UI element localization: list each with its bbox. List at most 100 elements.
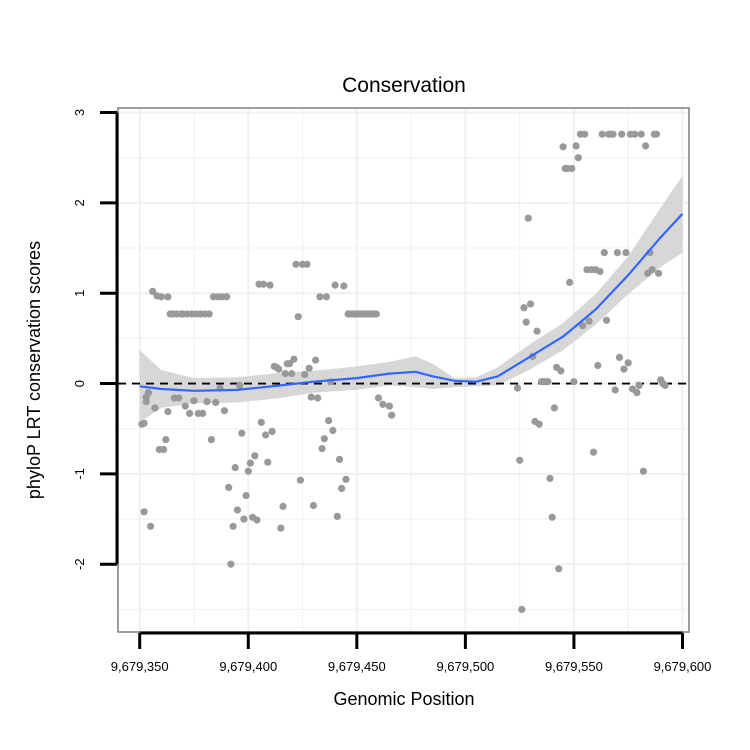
data-point xyxy=(229,522,237,530)
data-point xyxy=(598,130,606,138)
y-tick-label: -1 xyxy=(72,468,87,480)
data-point xyxy=(244,467,252,475)
data-point xyxy=(164,408,172,416)
data-point xyxy=(544,378,552,386)
data-point xyxy=(633,389,641,397)
y-axis-title: phyloP LRT conservation scores xyxy=(24,241,44,499)
data-point xyxy=(290,355,298,363)
data-point xyxy=(661,381,669,389)
smooth-line-group xyxy=(139,212,684,392)
data-point xyxy=(570,378,578,386)
y-tick-label: 1 xyxy=(72,290,87,297)
data-point xyxy=(550,404,559,412)
data-point xyxy=(526,300,535,308)
data-point xyxy=(637,130,645,138)
data-point xyxy=(335,455,344,463)
data-point xyxy=(516,456,524,464)
data-point xyxy=(602,316,611,324)
data-point xyxy=(307,393,315,401)
data-point xyxy=(522,318,530,326)
data-point xyxy=(635,381,643,389)
x-tick-label: 9,679,450 xyxy=(328,659,386,674)
data-point xyxy=(652,130,661,138)
data-point xyxy=(648,266,656,274)
data-point xyxy=(236,381,244,389)
data-point xyxy=(600,249,608,257)
data-point xyxy=(559,143,567,151)
data-point xyxy=(149,287,157,295)
data-point xyxy=(164,293,172,301)
data-point xyxy=(220,407,228,415)
data-point xyxy=(225,483,233,491)
data-point xyxy=(322,293,330,301)
data-point xyxy=(162,436,170,444)
data-point xyxy=(609,130,617,138)
data-point xyxy=(207,436,215,444)
smooth-line xyxy=(139,212,684,392)
data-point xyxy=(572,142,580,150)
data-point xyxy=(594,361,602,370)
data-point xyxy=(190,397,198,405)
data-point xyxy=(631,130,639,138)
data-point xyxy=(233,506,241,514)
data-point xyxy=(227,560,235,568)
data-point xyxy=(309,501,317,510)
data-point xyxy=(639,467,648,475)
data-point xyxy=(574,154,582,162)
data-point xyxy=(622,249,630,257)
data-point xyxy=(205,310,213,318)
data-point xyxy=(546,474,554,482)
data-point xyxy=(585,317,593,325)
data-point xyxy=(264,458,272,466)
data-point xyxy=(238,429,246,437)
data-point xyxy=(342,475,350,483)
data-point xyxy=(312,356,320,364)
data-point xyxy=(296,476,304,484)
data-point xyxy=(279,502,287,510)
data-point xyxy=(325,417,333,425)
data-point xyxy=(316,293,324,301)
x-tick-label: 9,679,400 xyxy=(219,659,277,674)
data-point xyxy=(535,420,543,428)
data-point xyxy=(533,327,541,335)
data-point xyxy=(555,565,563,573)
data-point xyxy=(251,452,259,460)
data-point xyxy=(259,280,268,288)
data-point xyxy=(140,419,148,427)
data-point xyxy=(240,515,248,523)
data-point xyxy=(566,278,574,286)
data-point xyxy=(175,394,183,402)
data-point xyxy=(340,282,348,290)
data-point xyxy=(266,281,274,289)
data-point xyxy=(147,522,155,530)
data-point xyxy=(320,435,328,443)
data-point xyxy=(285,360,294,368)
data-point xyxy=(374,394,383,402)
data-point xyxy=(557,367,565,375)
data-point xyxy=(338,484,346,492)
data-point xyxy=(281,370,289,378)
data-point xyxy=(331,281,339,289)
x-tick-label: 9,679,600 xyxy=(654,659,712,674)
data-point xyxy=(611,386,619,394)
data-point xyxy=(618,130,626,138)
data-point xyxy=(314,394,322,402)
y-tick-label: 2 xyxy=(72,199,87,206)
data-point xyxy=(288,370,296,378)
data-point xyxy=(151,404,159,412)
data-point xyxy=(624,359,632,367)
data-point xyxy=(520,304,528,312)
data-point xyxy=(613,249,622,257)
data-point xyxy=(142,398,150,406)
data-point xyxy=(329,426,337,435)
data-point xyxy=(231,464,239,472)
data-point xyxy=(186,409,194,417)
data-point xyxy=(385,402,393,410)
data-point xyxy=(318,445,326,453)
data-point xyxy=(333,512,341,521)
data-point xyxy=(268,427,276,435)
data-point xyxy=(524,214,532,222)
y-tick-label: 0 xyxy=(72,380,87,387)
data-point xyxy=(181,402,189,410)
